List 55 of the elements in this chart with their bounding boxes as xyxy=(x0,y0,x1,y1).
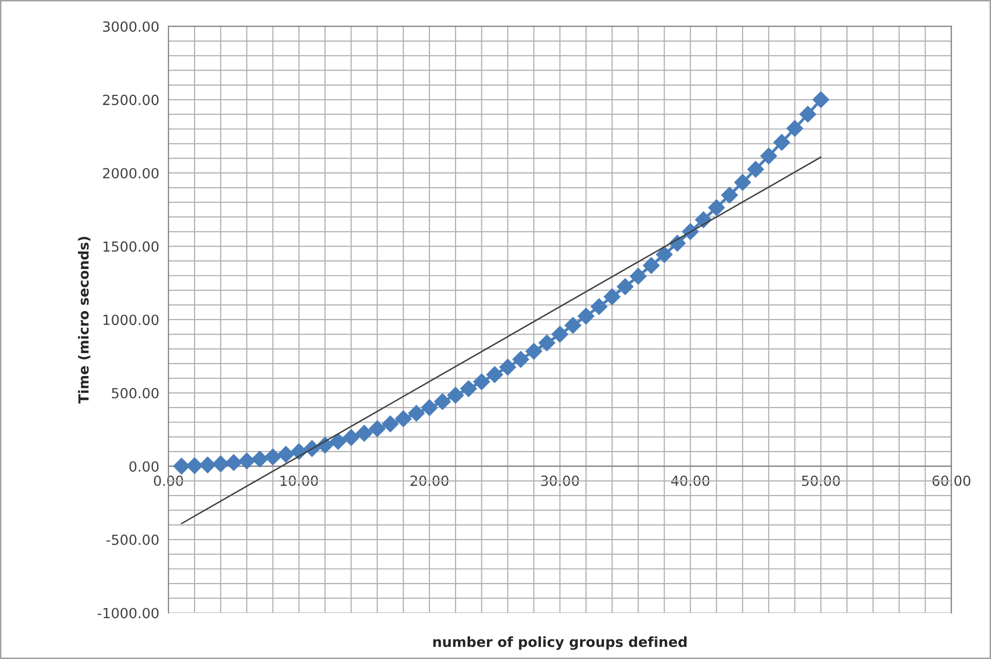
x-axis-title: number of policy groups defined xyxy=(433,636,687,650)
y-axis-title: Time (micro seconds) xyxy=(78,236,90,404)
point xyxy=(421,399,438,416)
y-tick-label: 1500.00 xyxy=(104,241,159,252)
y-tick-label: 0.00 xyxy=(129,461,159,472)
point xyxy=(525,342,542,360)
point xyxy=(590,298,608,315)
point xyxy=(447,386,464,404)
point xyxy=(564,316,582,334)
point xyxy=(434,393,451,410)
point xyxy=(342,429,360,446)
point xyxy=(773,134,790,151)
y-tick-label: 2500.00 xyxy=(103,94,159,106)
point xyxy=(734,174,751,191)
point xyxy=(760,148,778,164)
point xyxy=(330,433,346,450)
point xyxy=(552,326,568,343)
point xyxy=(812,91,830,108)
point xyxy=(225,454,242,471)
y-tick-label: 2000.00 xyxy=(103,168,159,178)
point xyxy=(368,420,386,438)
y-tick-label: -1000.00 xyxy=(98,608,159,618)
point xyxy=(251,450,268,468)
point xyxy=(473,373,490,390)
point xyxy=(356,424,373,442)
point xyxy=(656,246,673,263)
point xyxy=(186,457,203,474)
point xyxy=(512,350,530,368)
point xyxy=(382,415,399,432)
point xyxy=(630,268,647,285)
y-tick-label: 3000.00 xyxy=(103,21,159,32)
point xyxy=(212,456,230,472)
point xyxy=(278,446,294,463)
point xyxy=(408,404,425,422)
point xyxy=(747,160,764,178)
point xyxy=(616,278,634,295)
point xyxy=(499,358,516,376)
point xyxy=(264,448,282,466)
y-tick-label: -500.00 xyxy=(106,534,159,546)
point xyxy=(786,120,804,137)
point xyxy=(578,308,594,324)
point xyxy=(799,106,816,123)
point xyxy=(238,452,256,470)
point xyxy=(642,257,660,274)
point xyxy=(173,458,190,474)
point xyxy=(460,380,477,398)
y-tick-label: 1000.00 xyxy=(104,314,159,326)
y-tick-label: 500.00 xyxy=(112,388,159,398)
point xyxy=(538,334,556,352)
point xyxy=(604,288,620,306)
point xyxy=(708,199,725,216)
point xyxy=(199,456,216,474)
point xyxy=(721,186,738,204)
point xyxy=(486,366,504,383)
point xyxy=(394,410,412,428)
